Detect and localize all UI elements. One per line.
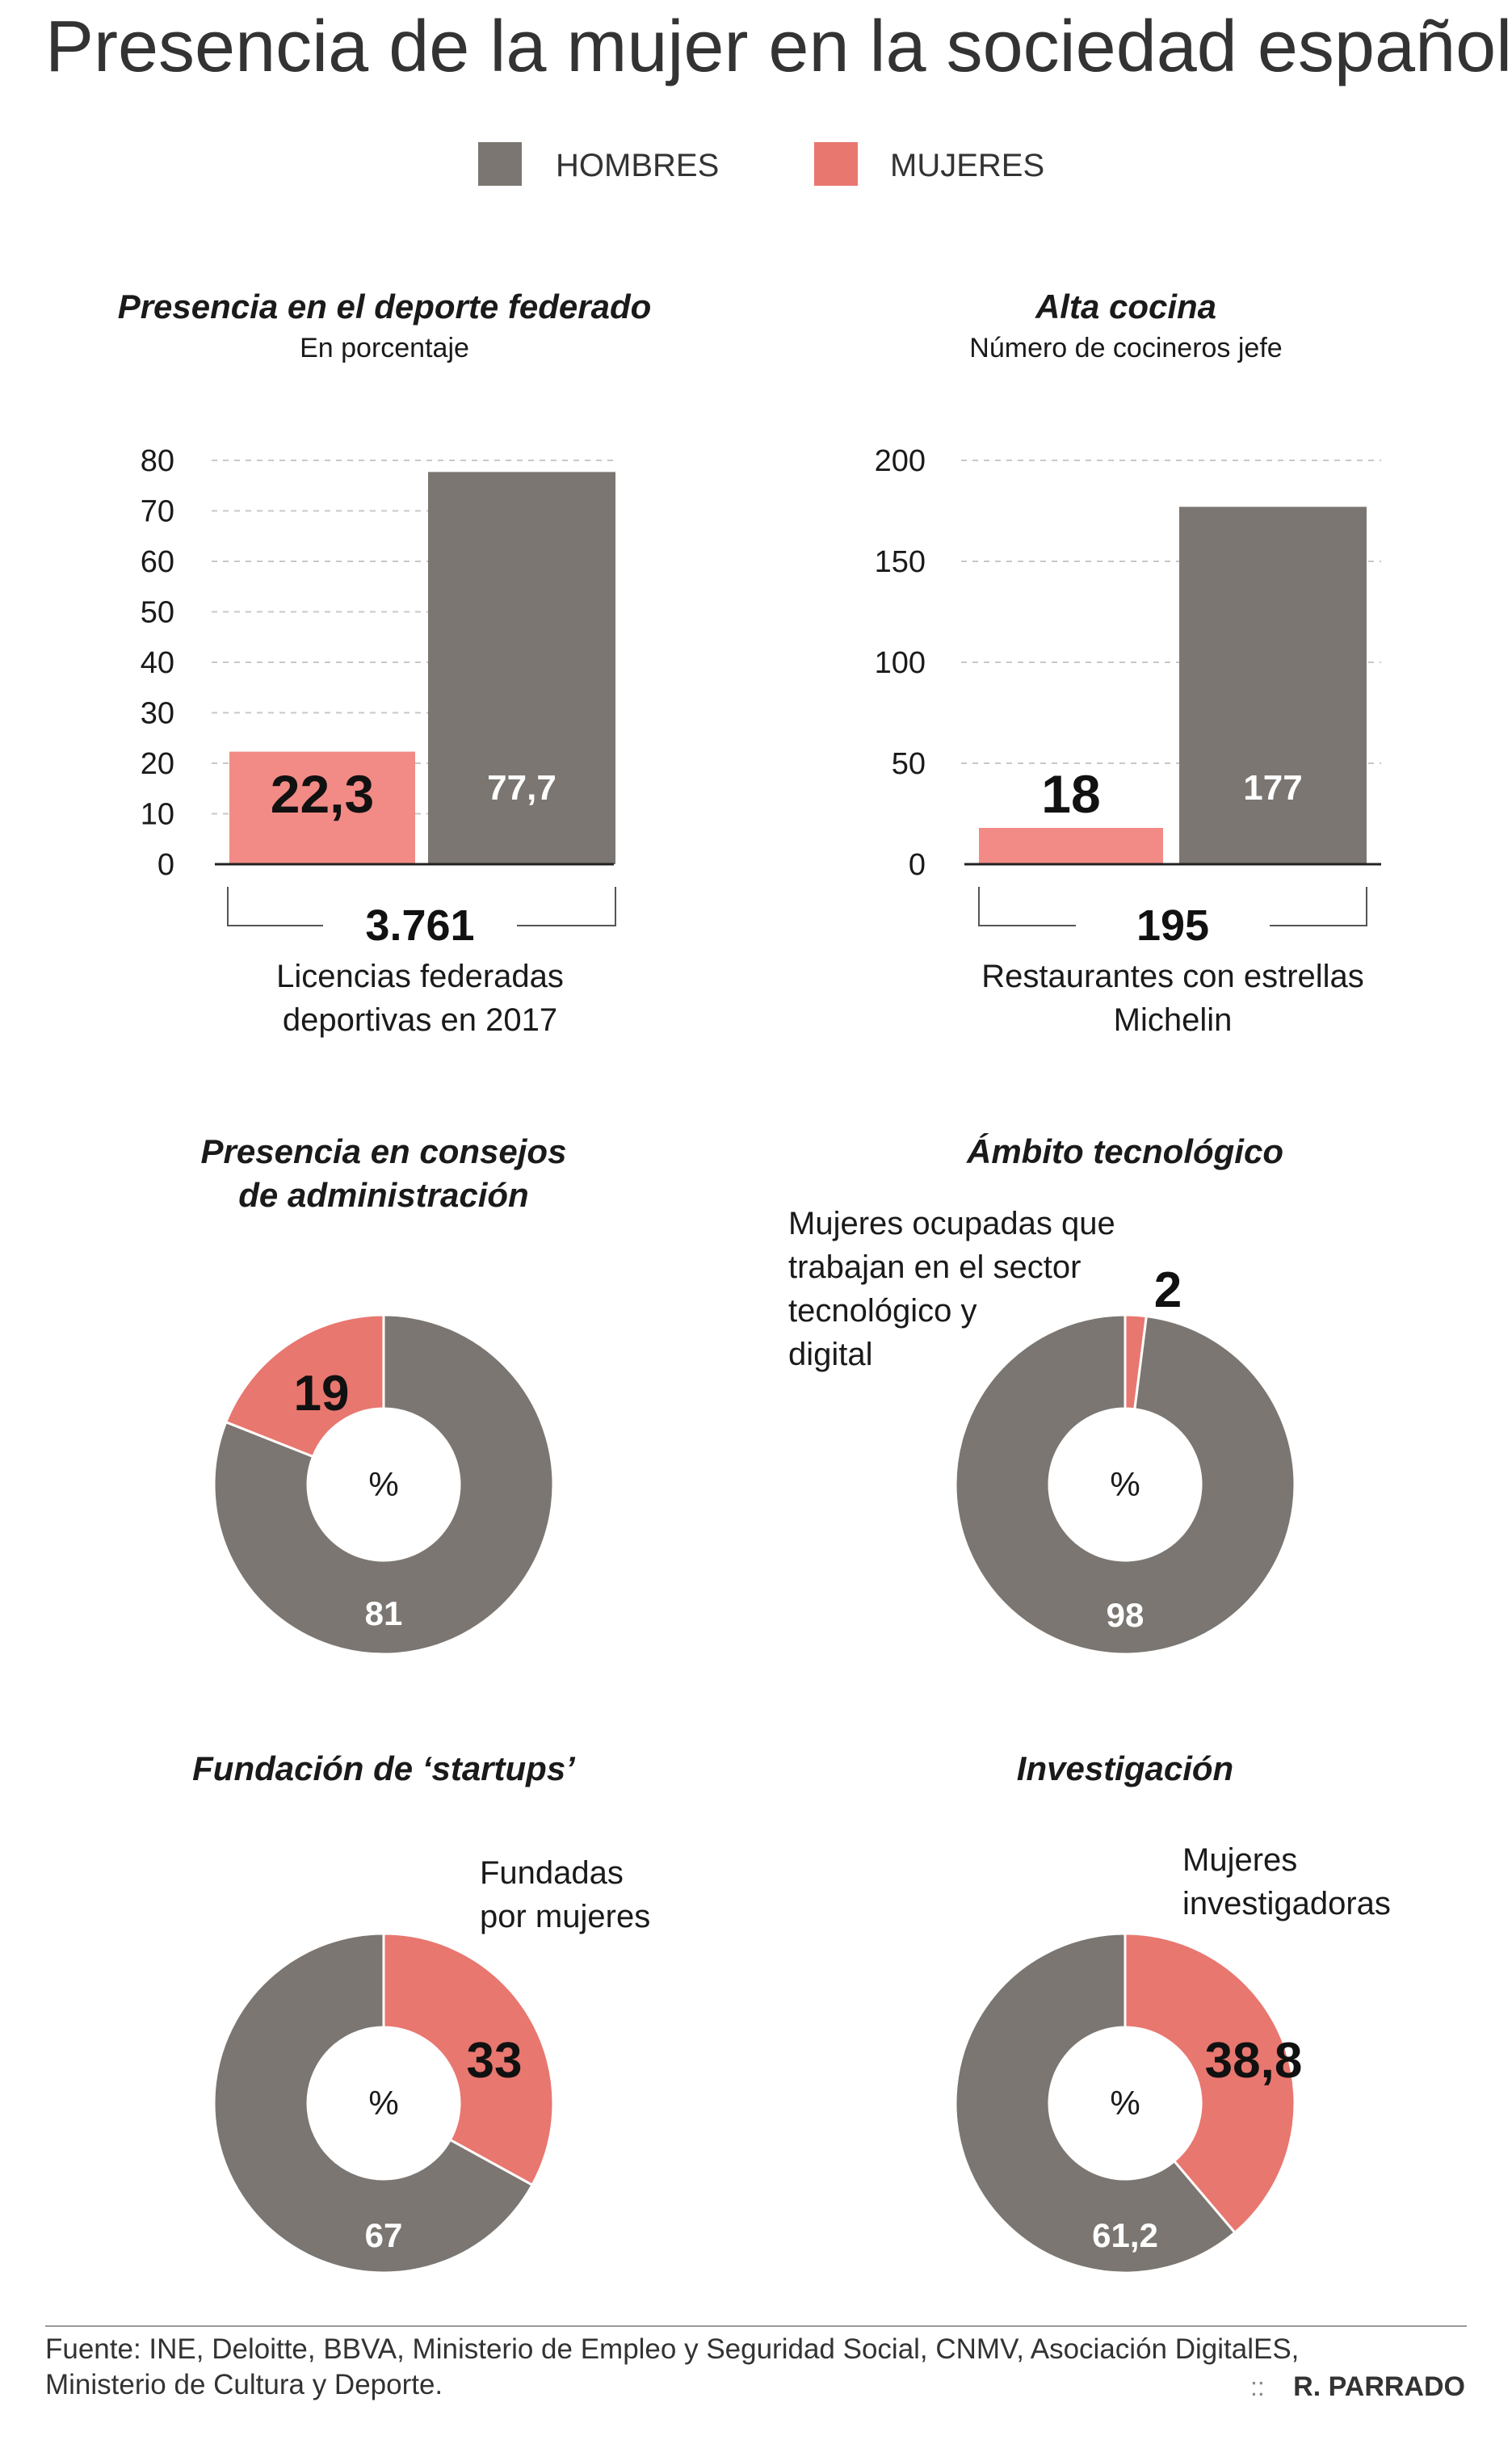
data-label-hombres: 98 xyxy=(1107,1596,1144,1634)
donut-chart-investigacion: Investigación Mujeres investigadoras% 38,8 6… xyxy=(954,1749,1391,2274)
slice-hombres xyxy=(212,1313,555,1656)
total-value: 3.761 xyxy=(365,901,474,950)
charts: Presencia en el deporte federado En porce… xyxy=(118,288,1391,2274)
total-caption: Licencias federadas xyxy=(276,959,564,994)
data-label-mujeres: 38,8 xyxy=(1205,2033,1303,2089)
annotation-text: Mujeres ocupadas que xyxy=(788,1206,1115,1241)
unit-label: % xyxy=(1110,1465,1140,1503)
bar-mujeres xyxy=(979,828,1163,864)
annotation-text: tecnológico y xyxy=(788,1293,976,1329)
data-label-hombres: 67 xyxy=(365,2216,403,2254)
slice-mujeres xyxy=(1124,1932,1296,2235)
unit-label: % xyxy=(368,1465,398,1503)
legend-label-hombres: HOMBRES xyxy=(556,148,719,183)
data-label-mujeres: 22,3 xyxy=(271,764,374,824)
annotation-text: investigadoras xyxy=(1182,1886,1391,1921)
data-label-hombres: 61,2 xyxy=(1092,2216,1158,2254)
total-bracket-left xyxy=(227,887,323,926)
y-tick-label: 50 xyxy=(141,596,174,630)
donut-chart-startups: Fundación de ‘startups’ Fundadas por mujer… xyxy=(192,1749,650,2274)
total-value: 195 xyxy=(1136,901,1209,950)
y-tick-label: 30 xyxy=(141,697,174,731)
legend-label-mujeres: MUJERES xyxy=(890,148,1044,183)
legend-swatch-mujeres xyxy=(814,142,858,186)
legend-swatch-hombres xyxy=(478,142,522,186)
y-tick-label: 60 xyxy=(141,545,174,579)
annotation-text: por mujeres xyxy=(480,1899,650,1934)
slice-hombres xyxy=(212,1932,535,2274)
slice-hombres xyxy=(954,1932,1237,2274)
y-tick-label: 0 xyxy=(158,848,174,882)
data-label-hombres: 81 xyxy=(365,1594,403,1632)
total-caption: Restaurantes con estrellas xyxy=(981,959,1364,994)
unit-label: % xyxy=(1110,2084,1140,2122)
chart-title: Alta cocina xyxy=(1035,288,1216,325)
unit-label: % xyxy=(368,2084,398,2122)
chart-title: Ámbito tecnológico xyxy=(966,1132,1283,1170)
bar-chart-cocina: Alta cocina Número de cocineros jefe 0 50 10… xyxy=(875,288,1381,1038)
total-caption: Michelin xyxy=(1114,1002,1233,1038)
annotation-text: Fundadas xyxy=(480,1855,624,1891)
total-bracket-right xyxy=(517,887,616,926)
y-tick-label: 40 xyxy=(141,646,174,680)
slice-mujeres xyxy=(382,1932,555,2187)
y-tick-label: 20 xyxy=(141,747,174,781)
y-tick-label: 200 xyxy=(875,444,926,478)
chart-title: Investigación xyxy=(1017,1749,1233,1787)
total-bracket-right xyxy=(1270,887,1367,926)
annotation-text: digital xyxy=(788,1337,873,1372)
footer-credit-mark: :: xyxy=(1250,2372,1265,2401)
chart-title: de administración xyxy=(238,1176,528,1214)
y-tick-label: 150 xyxy=(875,545,926,579)
chart-title: Presencia en consejos xyxy=(201,1132,567,1170)
chart-subtitle: En porcentaje xyxy=(300,333,469,363)
footer-source-line-1: Fuente: INE, Deloitte, BBVA, Ministerio … xyxy=(45,2333,1299,2365)
bar-hombres xyxy=(428,472,615,864)
y-tick-label: 10 xyxy=(141,798,174,832)
slice-mujeres xyxy=(1124,1313,1148,1411)
bar-hombres xyxy=(1179,506,1367,864)
y-tick-label: 80 xyxy=(141,444,174,478)
bar-mujeres xyxy=(229,751,415,864)
data-label-hombres: 177 xyxy=(1243,768,1302,808)
donut-chart-consejos: Presencia en consejos de administración% 1… xyxy=(201,1132,567,1656)
footer-credit: R. PARRADO xyxy=(1293,2371,1465,2402)
footer-source-line-2: Ministerio de Cultura y Deporte. xyxy=(45,2369,443,2400)
y-tick-label: 0 xyxy=(909,848,926,882)
y-tick-label: 50 xyxy=(892,747,926,781)
total-bracket-left xyxy=(978,887,1076,926)
annotation-text: trabajan en el sector xyxy=(788,1249,1081,1285)
data-label-mujeres: 19 xyxy=(294,1366,350,1422)
slice-mujeres xyxy=(224,1313,385,1459)
donut-chart-tecnologico: Ámbito tecnológico Mujeres ocupadas que tr… xyxy=(788,1132,1296,1656)
chart-title: Presencia en el deporte federado xyxy=(118,288,652,325)
y-tick-label: 70 xyxy=(141,495,174,529)
slice-hombres xyxy=(954,1313,1296,1656)
data-label-mujeres: 33 xyxy=(467,2033,523,2089)
page-title: Presencia de la mujer en la sociedad esp… xyxy=(45,6,1512,87)
data-label-mujeres: 2 xyxy=(1154,1262,1182,1318)
chart-title: Fundación de ‘startups’ xyxy=(192,1749,576,1787)
annotation-text: Mujeres xyxy=(1182,1842,1297,1878)
data-label-mujeres: 18 xyxy=(1041,764,1100,824)
chart-subtitle: Número de cocineros jefe xyxy=(969,333,1282,363)
data-label-hombres: 77,7 xyxy=(487,768,556,808)
y-tick-label: 100 xyxy=(875,646,926,680)
bar-chart-deporte: Presencia en el deporte federado En porce… xyxy=(118,288,652,1038)
total-caption: deportivas en 2017 xyxy=(283,1002,557,1038)
